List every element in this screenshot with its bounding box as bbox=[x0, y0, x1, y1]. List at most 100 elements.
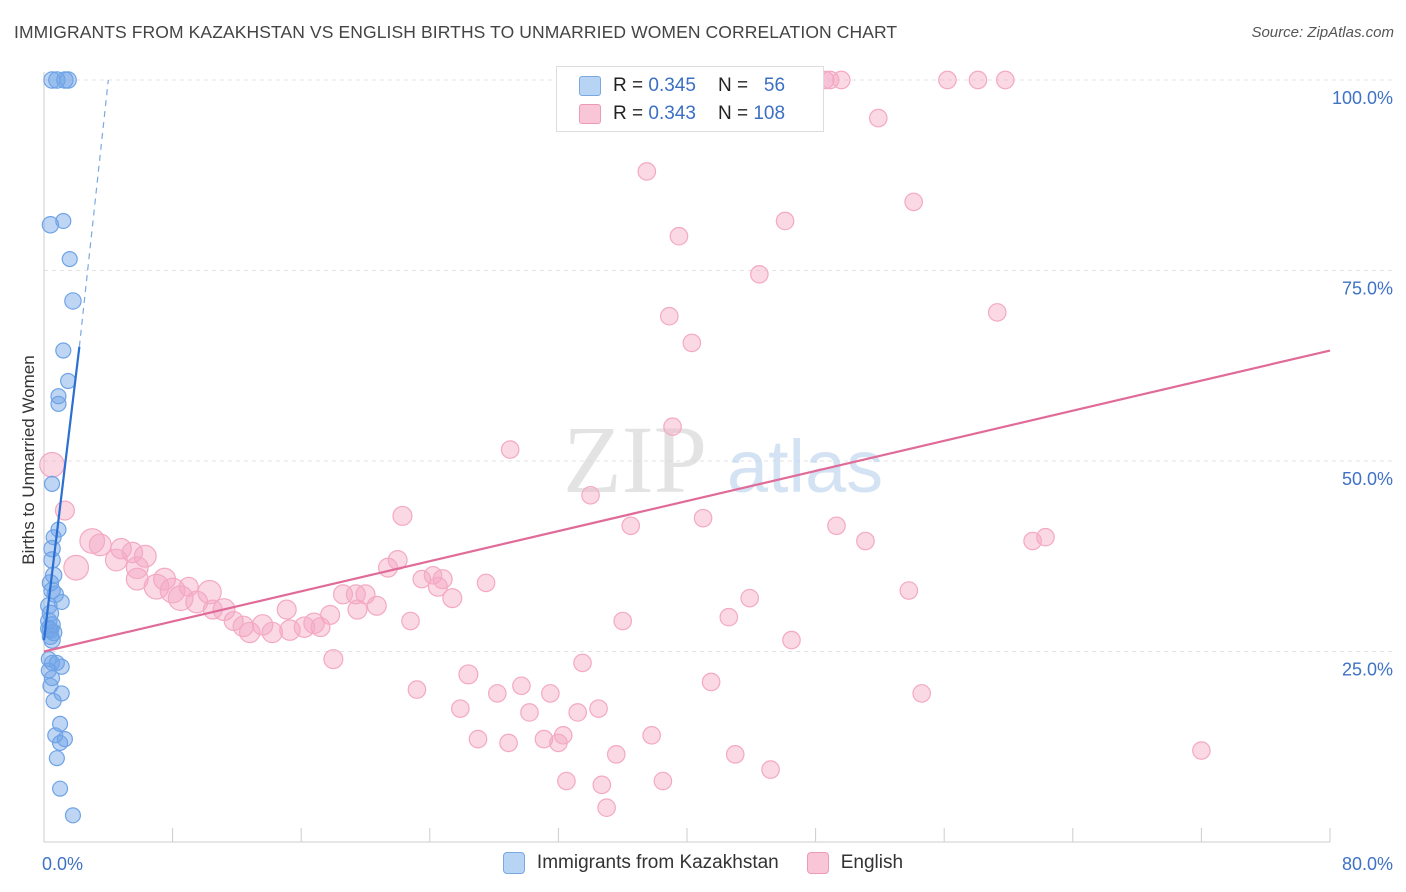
data-point-english bbox=[320, 604, 341, 625]
data-point-english bbox=[938, 70, 957, 90]
data-point-english bbox=[541, 684, 560, 703]
data-point-english bbox=[407, 680, 427, 699]
data-point-kazakhstan bbox=[64, 807, 82, 824]
data-point-kazakhstan bbox=[43, 631, 61, 649]
legend-n-label: N = bbox=[717, 75, 749, 96]
data-point-english bbox=[1036, 527, 1055, 547]
data-point-english bbox=[366, 595, 387, 616]
data-point-english bbox=[276, 599, 297, 620]
kazakhstan-points bbox=[40, 71, 82, 824]
legend-n-value: 56 bbox=[763, 75, 786, 96]
data-point-english bbox=[534, 729, 554, 749]
trend-line-english bbox=[43, 349, 1331, 653]
data-point-english bbox=[606, 745, 626, 764]
y-tick-label: 100.0% bbox=[1332, 88, 1393, 108]
data-point-english bbox=[827, 516, 846, 536]
data-point-english bbox=[995, 70, 1015, 90]
data-point-kazakhstan bbox=[51, 780, 69, 797]
data-point-english bbox=[261, 621, 284, 644]
data-point-english bbox=[125, 567, 149, 591]
legend-label-english: English bbox=[840, 852, 904, 873]
data-point-english bbox=[912, 684, 932, 703]
data-point-english bbox=[557, 771, 576, 791]
legend-swatch-english bbox=[806, 852, 829, 874]
data-point-english bbox=[39, 451, 65, 478]
data-point-english bbox=[589, 699, 608, 718]
data-point-kazakhstan bbox=[55, 212, 72, 230]
data-point-english bbox=[701, 672, 721, 692]
legend-swatch-english bbox=[579, 104, 601, 124]
data-point-kazakhstan bbox=[59, 71, 77, 89]
data-point-english bbox=[750, 264, 769, 284]
legend-r-value: 0.345 bbox=[648, 75, 696, 96]
trend-line-kazakhstan-extension bbox=[78, 79, 109, 347]
data-point-english bbox=[238, 621, 261, 644]
data-point-english bbox=[232, 615, 255, 638]
data-point-english bbox=[568, 703, 588, 722]
data-point-english bbox=[663, 417, 682, 437]
data-point-english bbox=[451, 699, 470, 718]
data-point-english bbox=[987, 303, 1007, 322]
data-point-english bbox=[725, 745, 745, 764]
chart-title: IMMIGRANTS FROM KAZAKHSTAN VS ENGLISH BI… bbox=[14, 22, 898, 42]
data-point-kazakhstan bbox=[50, 395, 67, 412]
data-point-english bbox=[553, 726, 573, 745]
data-point-english bbox=[653, 771, 673, 791]
legend-swatch-kazakhstan bbox=[579, 76, 601, 96]
english-points bbox=[39, 70, 1211, 818]
legend-r-label: R = bbox=[613, 75, 644, 96]
y-tick-label: 50.0% bbox=[1342, 469, 1393, 489]
data-point-english bbox=[597, 798, 616, 818]
legend-item-english: English bbox=[806, 852, 904, 874]
legend-label-kazakhstan: Immigrants from Kazakhstan bbox=[536, 852, 779, 873]
data-point-english bbox=[1192, 741, 1211, 760]
series-legend: Immigrants from Kazakhstan English bbox=[0, 852, 1406, 874]
grid-lines bbox=[44, 79, 1392, 652]
data-point-english bbox=[401, 611, 420, 631]
data-point-english bbox=[197, 579, 222, 605]
data-point-english bbox=[520, 703, 539, 722]
legend-row-english: R = 0.343 N = 108 bbox=[579, 101, 785, 127]
legend-swatch-kazakhstan bbox=[502, 852, 525, 874]
data-point-kazakhstan bbox=[41, 216, 60, 234]
data-point-english bbox=[499, 733, 518, 753]
data-point-english bbox=[323, 649, 344, 670]
data-point-english bbox=[719, 607, 739, 627]
legend-item-kazakhstan: Immigrants from Kazakhstan bbox=[502, 852, 779, 874]
data-point-kazakhstan bbox=[64, 292, 82, 310]
data-point-english bbox=[487, 684, 507, 703]
legend-n-value: 108 bbox=[753, 103, 786, 124]
data-point-english bbox=[904, 192, 923, 212]
data-point-kazakhstan bbox=[51, 734, 69, 752]
data-point-english bbox=[613, 611, 633, 631]
data-point-english bbox=[592, 775, 612, 795]
x-tick-label: 80.0% bbox=[1342, 854, 1393, 874]
y-tick-label: 25.0% bbox=[1342, 660, 1393, 680]
data-point-english bbox=[659, 306, 679, 326]
data-point-kazakhstan bbox=[60, 372, 77, 390]
data-point-english bbox=[581, 485, 600, 505]
data-point-english bbox=[167, 585, 194, 612]
data-point-english bbox=[458, 664, 479, 685]
data-point-english bbox=[693, 508, 713, 528]
data-point-kazakhstan bbox=[53, 658, 70, 675]
data-point-english bbox=[832, 70, 851, 90]
tick-labels: 25.0% 50.0% 75.0% 100.0% 0.0% 80.0% bbox=[42, 88, 1393, 874]
data-point-english bbox=[682, 333, 702, 353]
data-point-english bbox=[868, 108, 888, 128]
trend-line-kazakhstan bbox=[42, 346, 81, 641]
data-point-kazakhstan bbox=[43, 475, 61, 492]
data-point-english bbox=[476, 573, 496, 593]
data-point-english bbox=[899, 581, 919, 600]
data-point-english bbox=[63, 554, 90, 581]
data-point-english bbox=[500, 440, 520, 459]
legend-row-kazakhstan: R = 0.345 N = 56 bbox=[579, 73, 785, 99]
correlation-legend: R = 0.345 N = 56 R = 0.343 N = 108 bbox=[556, 66, 824, 132]
data-point-english bbox=[133, 544, 157, 568]
data-point-kazakhstan bbox=[55, 342, 72, 359]
data-point-english bbox=[761, 760, 780, 779]
data-point-kazakhstan bbox=[61, 250, 78, 268]
data-point-english bbox=[412, 569, 432, 589]
data-point-english bbox=[782, 630, 801, 650]
